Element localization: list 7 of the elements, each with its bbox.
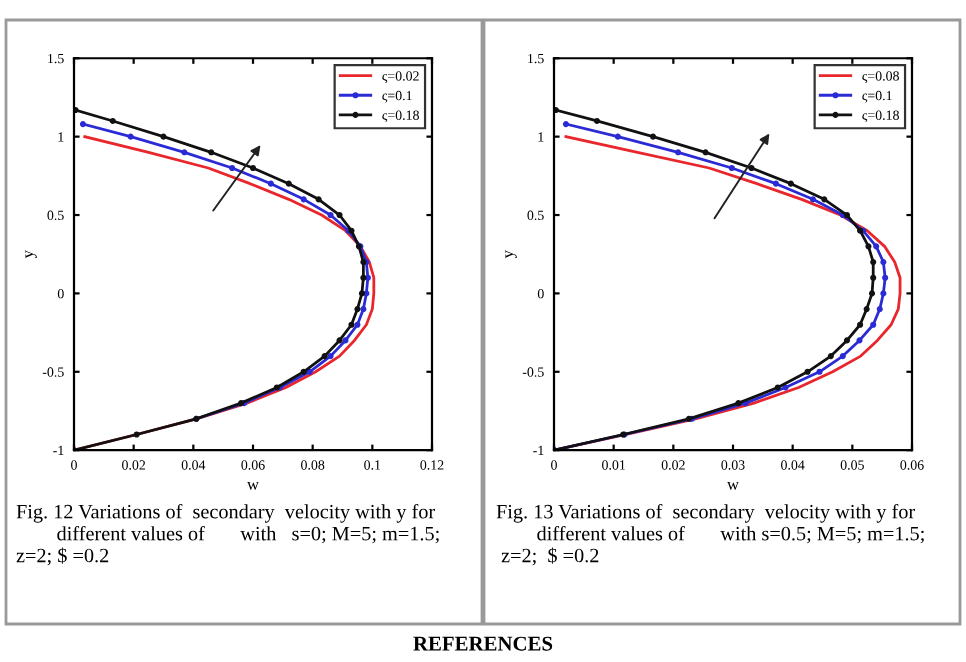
y-axis-title: y bbox=[25, 250, 37, 259]
caption: Fig. 12 Variations of secondary velocity with y for different values of with s=0; M=5; m=1.5; z=2; $ =0.2 bbox=[16, 504, 439, 566]
x-axis-title: w bbox=[247, 481, 259, 490]
caption: Fig. 13 Variations of secondary velocity with y for different values of with s=0.5; M=5; m=1.5; z=2; $ =0.2 bbox=[496, 504, 924, 566]
y-axis-title: y bbox=[505, 250, 517, 259]
x-axis-title: w bbox=[727, 481, 739, 490]
text: REFERENCES bbox=[413, 636, 553, 651]
